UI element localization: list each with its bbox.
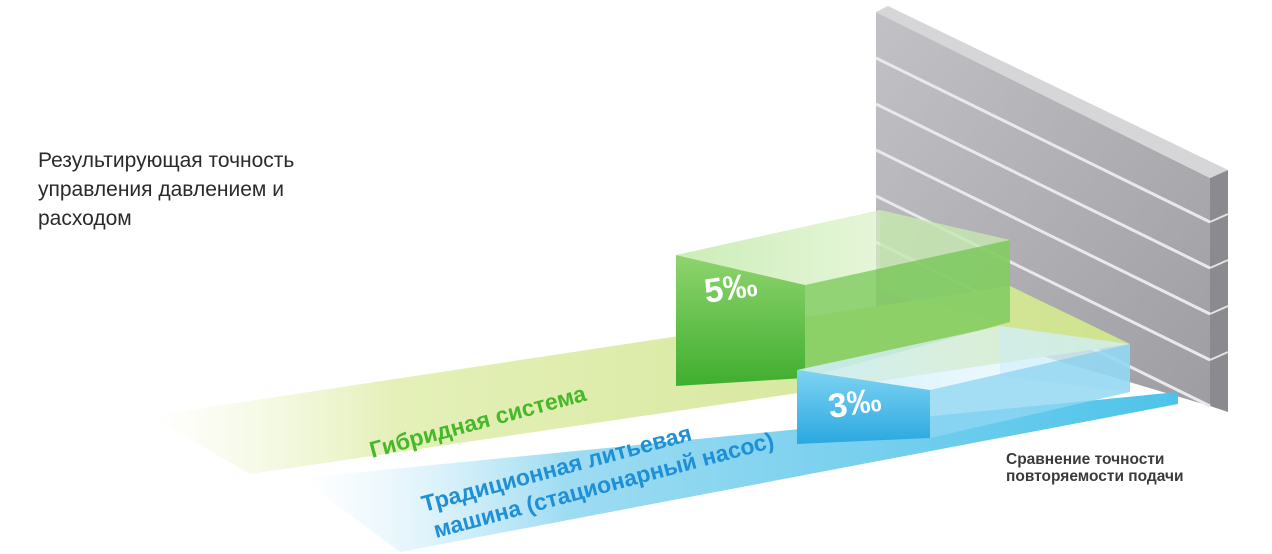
traditional-block-side xyxy=(930,344,1130,438)
traditional-value: 3‰ xyxy=(826,381,884,426)
traditional-block xyxy=(797,326,1130,444)
hybrid-block-front xyxy=(676,255,805,386)
hybrid-block-side xyxy=(805,240,1010,378)
traditional-band xyxy=(300,392,1178,552)
traditional-block-front xyxy=(797,370,930,444)
wall-caption: Сравнение точности повторяемости подачи xyxy=(1006,451,1272,485)
wall-top xyxy=(876,6,1228,178)
description-line: управления давлением и xyxy=(38,178,284,201)
hybrid-block xyxy=(676,210,1010,386)
accuracy-description: Результирующая точность управления давле… xyxy=(38,146,458,233)
caption-line1: Сравнение точности xyxy=(1006,451,1165,468)
caption-line2: повторяемости подачи xyxy=(1006,468,1184,485)
hybrid-value: 5‰ xyxy=(702,266,760,311)
wall-side xyxy=(1210,170,1228,412)
description-line: Результирующая точность xyxy=(38,149,295,172)
description-line: расходом xyxy=(38,207,132,230)
